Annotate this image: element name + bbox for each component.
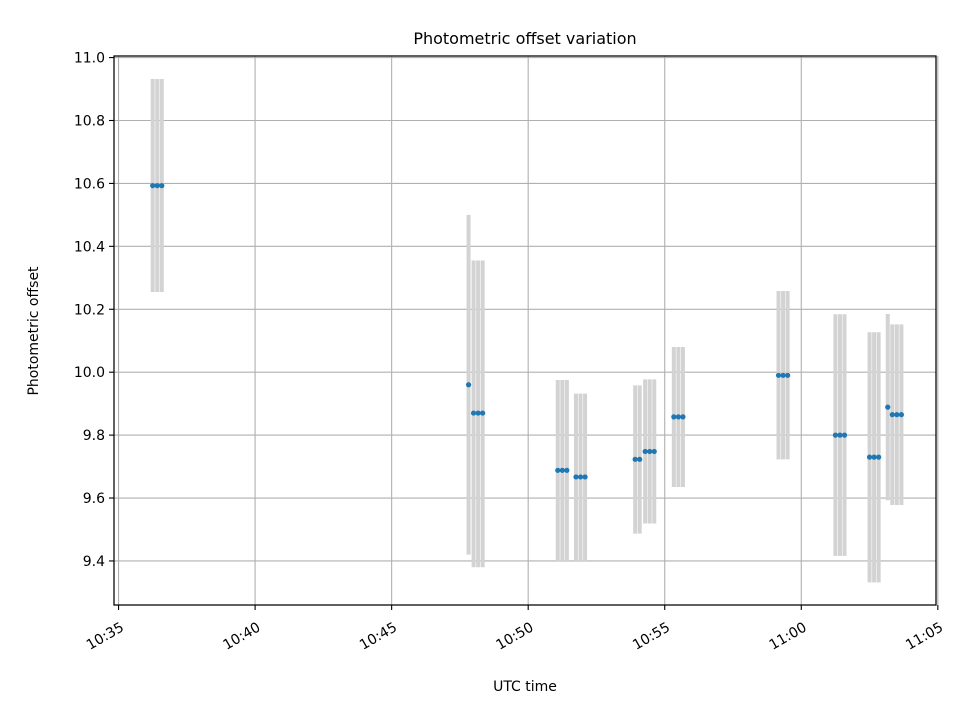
errorbar-layer [150,78,904,583]
x-axis-label: UTC time [493,679,557,695]
x-tick-label: 11:00 [767,620,810,654]
data-point [577,474,584,480]
y-tick-label: 9.4 [83,554,105,570]
x-tick-label: 10:55 [630,620,673,654]
y-tick-label: 10.2 [74,302,105,318]
data-point [775,372,782,378]
x-tick-label: 10:45 [357,620,400,654]
x-tick-label: 10:40 [220,620,263,654]
data-point [866,454,873,460]
data-point [582,474,588,480]
data-point [632,456,638,462]
data-point [159,183,165,189]
marker-layer [150,183,905,480]
y-axis-label: Photometric offset [26,266,42,396]
data-point [671,414,677,420]
data-point [780,372,786,378]
data-point [680,414,686,420]
data-point [837,432,843,438]
y-tick-label: 11.0 [74,51,105,67]
y-tick-label: 9.6 [83,491,105,507]
data-point [871,454,877,460]
y-tick-label: 10.0 [74,365,105,381]
data-point [876,454,882,460]
data-point [832,432,839,438]
y-tick-label: 10.6 [74,176,105,192]
data-point [564,467,570,473]
grid-layer [114,56,939,605]
y-axis-ticks: 9.4 9.6 9.8 10.0 10.2 10.4 10.6 10.8 11.0 [74,51,114,570]
data-point [647,448,653,455]
x-axis-ticks: 10:35 10:40 10:45 10:50 10:55 11:00 11:05 [84,605,946,654]
data-point [642,448,648,455]
data-point [675,414,681,420]
y-tick-label: 9.8 [83,428,105,444]
data-point [470,410,477,416]
plot-frame [113,55,937,606]
data-point [889,412,895,418]
data-point [898,412,905,418]
data-point [894,412,900,418]
data-point [480,410,486,416]
data-point [573,474,579,480]
data-point [475,410,481,416]
data-point [555,467,561,473]
chart-title: Photometric offset variation [413,29,636,48]
data-point [785,372,791,378]
x-tick-label: 10:50 [494,620,537,654]
x-tick-label: 11:05 [903,620,946,654]
data-point [154,183,160,189]
y-tick-label: 10.4 [74,239,105,255]
data-point [559,467,565,473]
x-tick-label: 10:35 [84,620,127,654]
data-point [885,404,891,410]
data-point [150,183,156,189]
data-point [465,382,472,388]
data-point [841,432,848,438]
data-point [637,456,643,462]
y-tick-label: 10.8 [74,113,105,129]
data-point [651,448,657,455]
